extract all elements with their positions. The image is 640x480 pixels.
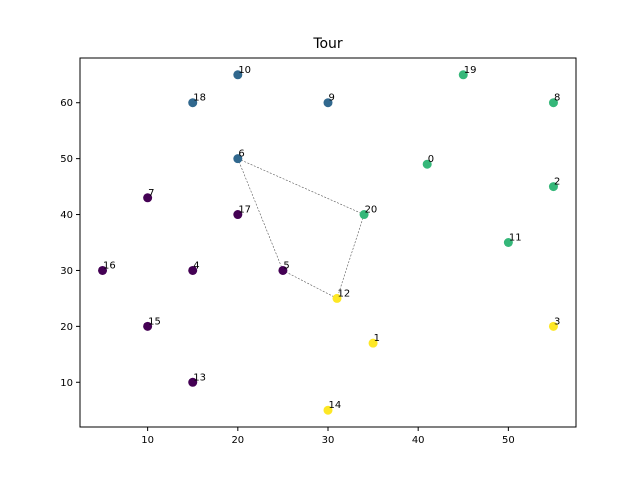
point-4: [188, 265, 198, 275]
tour-edge-12-5: [282, 270, 338, 299]
point-label-0: 0: [428, 154, 434, 165]
x-axis-ticks: 10 20 30 40 50: [141, 427, 515, 446]
point-label-6: 6: [238, 149, 244, 160]
point-15: [143, 321, 153, 331]
point-label-5: 5: [283, 260, 289, 271]
point-13: [188, 377, 198, 387]
point-6: [233, 154, 243, 164]
tour-edges: [237, 158, 365, 299]
point-label-4: 4: [193, 260, 199, 271]
point-label-16: 16: [103, 260, 116, 271]
y-axis-ticks: 10 20 30 40 50 60: [60, 98, 80, 389]
point-14: [323, 405, 333, 415]
point-7: [143, 193, 153, 203]
y-tick-label-30: 30: [60, 266, 73, 277]
point-label-3: 3: [554, 316, 560, 327]
point-label-7: 7: [148, 188, 154, 199]
point-18: [188, 98, 198, 108]
tour-edge-20-12: [336, 214, 365, 299]
point-5: [278, 265, 288, 275]
x-tick-label-20: 20: [231, 435, 244, 446]
point-label-17: 17: [238, 205, 251, 216]
y-tick-label-40: 40: [60, 210, 73, 221]
point-2: [548, 182, 558, 192]
point-8: [548, 98, 558, 108]
point-17: [233, 210, 243, 220]
point-label-18: 18: [193, 93, 206, 104]
point-12: [332, 293, 342, 303]
point-label-13: 13: [193, 372, 206, 383]
point-label-8: 8: [554, 93, 560, 104]
x-tick-label-30: 30: [322, 435, 335, 446]
tour-edge-5-6: [237, 158, 284, 271]
point-label-10: 10: [238, 65, 251, 76]
y-tick-label-10: 10: [60, 378, 73, 389]
point-label-20: 20: [365, 205, 378, 216]
plot-frame: [79, 57, 577, 428]
point-label-11: 11: [509, 233, 522, 244]
point-16: [98, 265, 108, 275]
point-label-15: 15: [148, 316, 161, 327]
y-tick-label-60: 60: [60, 98, 73, 109]
y-tick-label-20: 20: [60, 322, 73, 333]
point-19: [458, 70, 468, 80]
point-label-19: 19: [464, 65, 477, 76]
point-9: [323, 98, 333, 108]
y-tick-label-50: 50: [60, 154, 73, 165]
point-label-9: 9: [329, 93, 335, 104]
point-label-14: 14: [329, 400, 342, 411]
point-label-2: 2: [554, 177, 560, 188]
x-tick-label-40: 40: [412, 435, 425, 446]
point-1: [368, 338, 378, 348]
data-points: [98, 70, 558, 415]
x-tick-label-50: 50: [502, 435, 515, 446]
chart-title: Tour: [312, 36, 343, 52]
point-20: [359, 210, 369, 220]
x-tick-label-10: 10: [141, 435, 154, 446]
point-label-12: 12: [338, 288, 351, 299]
tour-edge-6-20: [237, 158, 365, 215]
point-10: [233, 70, 243, 80]
point-3: [548, 321, 558, 331]
point-0: [422, 159, 432, 169]
point-11: [503, 238, 513, 247]
point-label-1: 1: [374, 333, 380, 344]
